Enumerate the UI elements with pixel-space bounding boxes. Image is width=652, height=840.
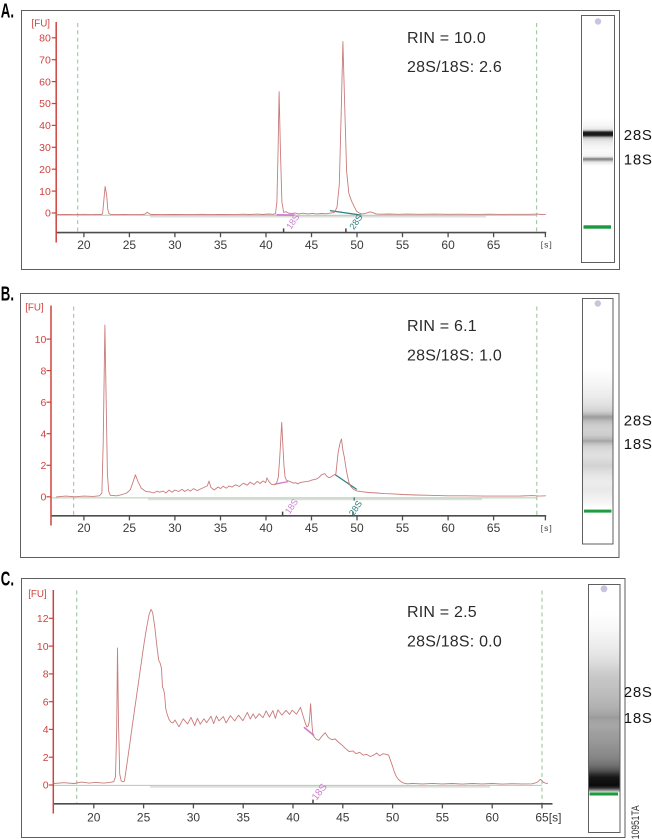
svg-text:0: 0	[40, 492, 46, 504]
svg-text:65: 65	[487, 521, 501, 535]
svg-text:20: 20	[87, 811, 101, 825]
svg-text:RIN = 2.5: RIN = 2.5	[407, 604, 477, 621]
svg-text:25: 25	[123, 238, 137, 252]
svg-text:4: 4	[43, 724, 49, 736]
svg-text:0: 0	[45, 208, 51, 220]
svg-text:70: 70	[39, 54, 51, 66]
svg-text:45: 45	[305, 238, 319, 252]
svg-text:40: 40	[259, 521, 273, 535]
svg-text:20: 20	[77, 238, 91, 252]
svg-text:45: 45	[336, 811, 350, 825]
svg-text:[FU]: [FU]	[25, 303, 44, 314]
svg-text:28S/18S: 2.6: 28S/18S: 2.6	[407, 59, 502, 76]
svg-text:40: 40	[259, 238, 273, 252]
svg-text:28S: 28S	[624, 127, 652, 144]
svg-text:55: 55	[436, 811, 450, 825]
svg-text:2: 2	[40, 460, 46, 472]
svg-text:[FU]: [FU]	[32, 19, 51, 30]
svg-text:30: 30	[168, 238, 182, 252]
svg-text:A.: A.	[1, 0, 14, 22]
svg-text:60: 60	[486, 811, 500, 825]
svg-text:25: 25	[123, 521, 137, 535]
svg-text:50: 50	[350, 238, 364, 252]
svg-text:C.: C.	[1, 568, 14, 590]
svg-text:10: 10	[37, 641, 49, 653]
svg-text:[s]: [s]	[541, 240, 553, 250]
svg-text:18S: 18S	[624, 151, 652, 168]
svg-text:20: 20	[39, 164, 51, 176]
svg-text:4: 4	[40, 428, 46, 440]
svg-text:65: 65	[535, 810, 549, 824]
svg-text:30: 30	[187, 811, 201, 825]
svg-text:0: 0	[43, 780, 49, 792]
svg-text:30: 30	[39, 142, 51, 154]
svg-text:60: 60	[39, 76, 51, 88]
svg-text:B.: B.	[1, 283, 14, 305]
svg-text:35: 35	[237, 811, 251, 825]
svg-text:35: 35	[214, 238, 228, 252]
svg-text:RIN = 10.0: RIN = 10.0	[407, 30, 486, 47]
svg-text:40: 40	[39, 120, 51, 132]
svg-text:2: 2	[43, 752, 49, 764]
svg-text:45: 45	[305, 521, 319, 535]
svg-text:60: 60	[441, 238, 455, 252]
svg-text:10: 10	[39, 186, 51, 198]
svg-text:35: 35	[214, 521, 228, 535]
svg-text:28S: 28S	[624, 413, 652, 430]
svg-text:6: 6	[40, 397, 46, 409]
svg-text:55: 55	[396, 238, 410, 252]
svg-text:6: 6	[43, 696, 49, 708]
svg-text:40: 40	[286, 811, 300, 825]
svg-text:[FU]: [FU]	[28, 589, 47, 600]
svg-text:18S: 18S	[624, 436, 652, 453]
svg-text:60: 60	[441, 521, 455, 535]
svg-text:30: 30	[168, 521, 182, 535]
svg-text:20: 20	[77, 521, 91, 535]
svg-text:50: 50	[39, 98, 51, 110]
svg-text:10: 10	[35, 334, 47, 346]
svg-text:50: 50	[350, 521, 364, 535]
svg-text:18S: 18S	[624, 710, 652, 727]
svg-text:8: 8	[43, 669, 49, 681]
svg-text:RIN = 6.1: RIN = 6.1	[407, 318, 477, 335]
svg-text:55: 55	[396, 521, 410, 535]
svg-text:50: 50	[386, 811, 400, 825]
svg-text:[s]: [s]	[549, 810, 562, 824]
svg-text:28S/18S: 0.0: 28S/18S: 0.0	[407, 634, 502, 651]
svg-text:[s]: [s]	[541, 523, 553, 533]
svg-text:8: 8	[40, 365, 46, 377]
svg-text:12: 12	[37, 613, 49, 625]
svg-text:65: 65	[487, 238, 501, 252]
svg-text:28S/18S: 1.0: 28S/18S: 1.0	[407, 347, 502, 364]
svg-text:25: 25	[137, 811, 151, 825]
svg-text:10951TA: 10951TA	[630, 805, 642, 839]
svg-text:80: 80	[39, 33, 51, 45]
svg-text:28S: 28S	[624, 684, 652, 701]
